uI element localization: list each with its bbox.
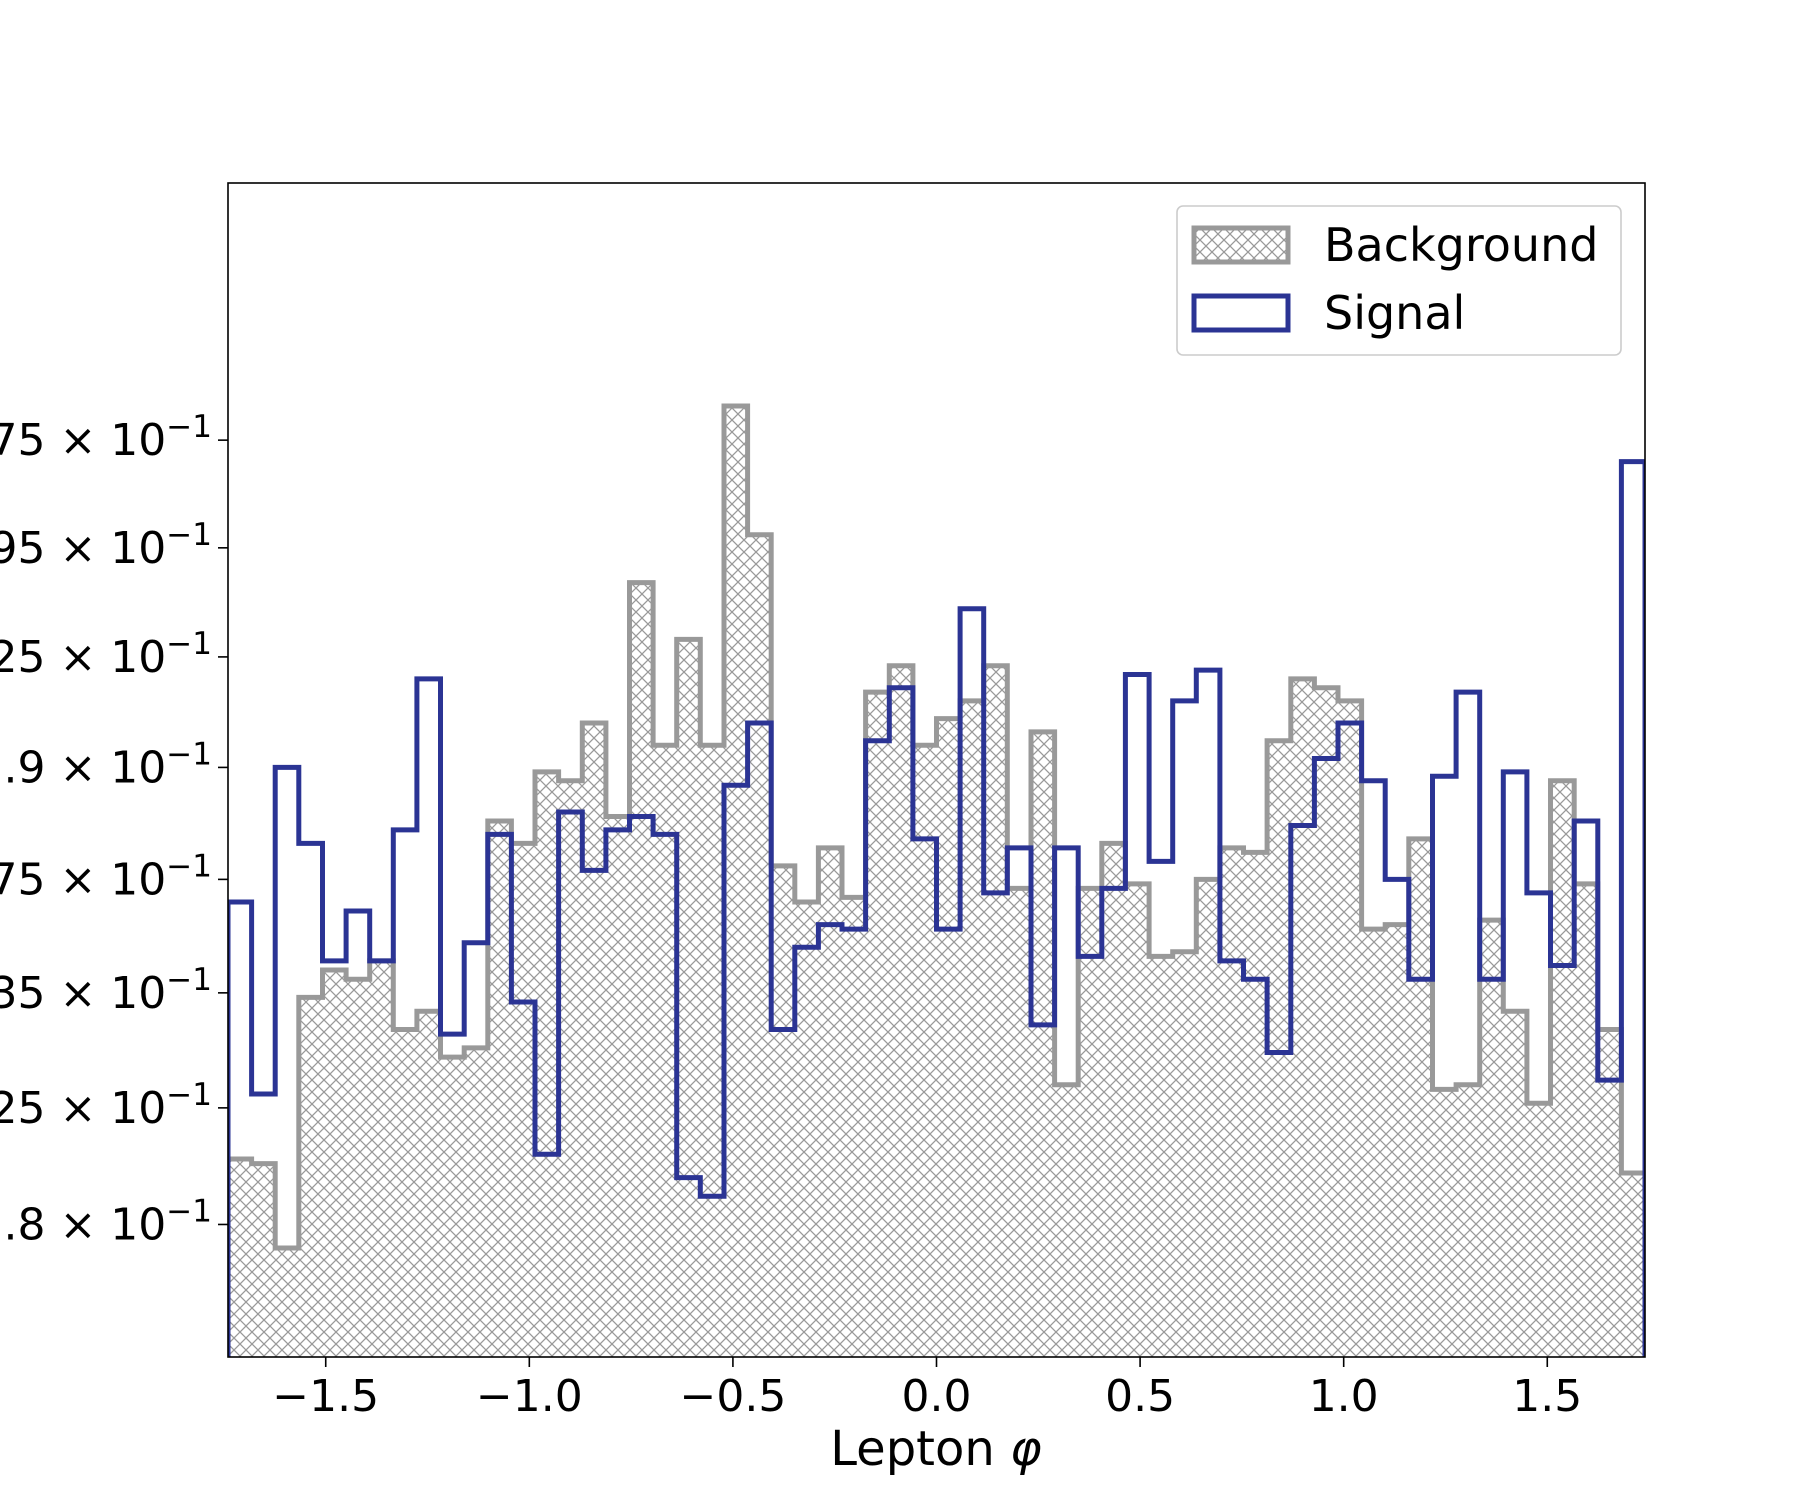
legend-swatch-background <box>1191 225 1291 265</box>
x-tick-label: −1.5 <box>272 1371 379 1422</box>
y-tick-label: 35 × 10−1 <box>0 962 212 1019</box>
signal-histogram-outline <box>228 459 1645 1357</box>
background-histogram-outline <box>228 403 1645 1357</box>
y-tick-label: 75 × 10−1 <box>0 848 212 905</box>
x-tick-label: 1.5 <box>1512 1371 1582 1422</box>
legend-label-background: Background <box>1324 218 1598 272</box>
x-tick-label: 1.0 <box>1309 1371 1379 1422</box>
y-tick-label: .9 × 10−1 <box>3 736 212 793</box>
legend: Background Signal <box>1176 205 1622 356</box>
x-axis-label-symbol: φ <box>1010 1421 1042 1477</box>
plot-area <box>228 403 1645 1357</box>
x-axis-ticks: −1.5 −1.0 −0.5 0.0 0.5 1.0 1.5 <box>272 1357 1582 1422</box>
y-tick-label: .8 × 10−1 <box>3 1193 212 1250</box>
x-tick-label: −1.0 <box>476 1371 583 1422</box>
x-axis-label-text: Lepton <box>830 1421 1010 1477</box>
y-tick-label: 25 × 10−1 <box>0 626 212 683</box>
x-tick-label: −0.5 <box>679 1371 786 1422</box>
y-tick-label: 75 × 10−1 <box>0 409 212 466</box>
y-tick-label: 25 × 10−1 <box>0 1077 212 1134</box>
y-axis-ticks: .8 × 10−1 25 × 10−1 35 × 10−1 75 × 10−1 .9 ×… <box>0 409 228 1250</box>
legend-label-signal: Signal <box>1324 286 1465 340</box>
x-tick-label: 0.0 <box>902 1371 972 1422</box>
x-tick-label: 0.5 <box>1105 1371 1175 1422</box>
legend-swatch-signal <box>1191 293 1291 333</box>
y-tick-label: 95 × 10−1 <box>0 517 212 574</box>
x-axis-label: Lepton φ <box>830 1421 1042 1477</box>
